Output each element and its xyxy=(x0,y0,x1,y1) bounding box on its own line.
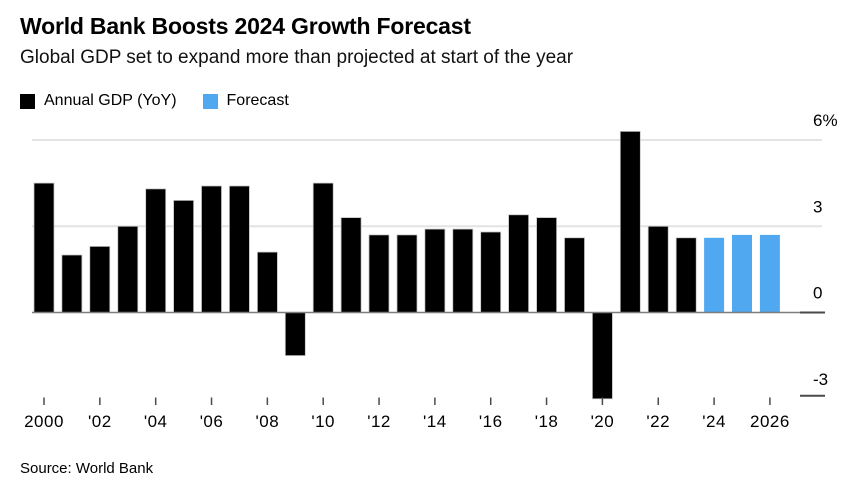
chart-subtitle: Global GDP set to expand more than proje… xyxy=(20,47,574,68)
x-axis-label-2000: 2000 xyxy=(24,412,64,431)
forecast-swatch-icon xyxy=(202,93,218,109)
bar-2011 xyxy=(340,217,362,313)
bar-2013 xyxy=(396,234,418,313)
bar-2017 xyxy=(508,214,529,313)
bar-2003 xyxy=(117,225,139,313)
y-axis-label-6: 6% xyxy=(813,111,838,130)
bar-2015 xyxy=(452,228,474,313)
bar-2012 xyxy=(368,234,390,313)
legend-item-forecast: Forecast xyxy=(202,92,289,110)
bar-2008 xyxy=(257,251,278,313)
bar-2021 xyxy=(619,131,641,313)
annual-gdp-swatch-icon xyxy=(20,93,35,109)
bar-2024 xyxy=(704,237,725,313)
bar-2007 xyxy=(229,185,250,313)
bar-2025 xyxy=(732,234,752,313)
bar-2023 xyxy=(675,237,697,313)
bar-2002 xyxy=(89,246,111,313)
legend-label-forecast: Forecast xyxy=(226,92,289,109)
x-axis-label-2016: '16 xyxy=(479,412,503,431)
chart-legend: Annual GDP (YoY) Forecast xyxy=(20,92,289,110)
x-axis-label-2018: '18 xyxy=(535,412,559,431)
x-axis-label-2012: '12 xyxy=(367,412,391,431)
bar-2026 xyxy=(759,234,780,313)
legend-label-annual-gdp: Annual GDP (YoY) xyxy=(44,92,177,109)
bar-2018 xyxy=(536,217,557,313)
bar-2014 xyxy=(424,228,446,313)
y-axis-label-0: 0 xyxy=(813,284,822,303)
bar-2006 xyxy=(201,185,222,313)
chart-title: World Bank Boosts 2024 Growth Forecast xyxy=(20,13,471,39)
y-axis-label-3: 3 xyxy=(813,197,822,216)
bar-2010 xyxy=(312,182,334,313)
bar-2001 xyxy=(61,254,83,313)
bar-2020 xyxy=(592,312,613,400)
source-text: Source: World Bank xyxy=(20,460,154,477)
y-axis-label--3: -3 xyxy=(813,370,828,389)
x-axis-label-2024: '24 xyxy=(702,412,726,431)
bar-2022 xyxy=(647,225,669,313)
x-axis-label-2008: '08 xyxy=(256,412,280,431)
x-axis-label-2026: 2026 xyxy=(750,412,790,431)
bar-2009 xyxy=(284,312,306,356)
x-axis-label-2004: '04 xyxy=(144,412,168,431)
bar-2000 xyxy=(33,182,55,313)
x-axis-label-2006: '06 xyxy=(200,412,224,431)
x-axis-label-2022: '22 xyxy=(646,412,670,431)
x-axis-label-2014: '14 xyxy=(423,412,447,431)
bar-2016 xyxy=(480,231,502,313)
x-axis-label-2020: '20 xyxy=(591,412,615,431)
bar-2004 xyxy=(145,188,167,313)
x-axis-label-2010: '10 xyxy=(311,412,335,431)
x-axis-label-2002: '02 xyxy=(88,412,112,431)
legend-item-annual-gdp: Annual GDP (YoY) xyxy=(20,92,177,110)
bar-2019 xyxy=(564,237,585,313)
bar-2005 xyxy=(173,200,194,313)
